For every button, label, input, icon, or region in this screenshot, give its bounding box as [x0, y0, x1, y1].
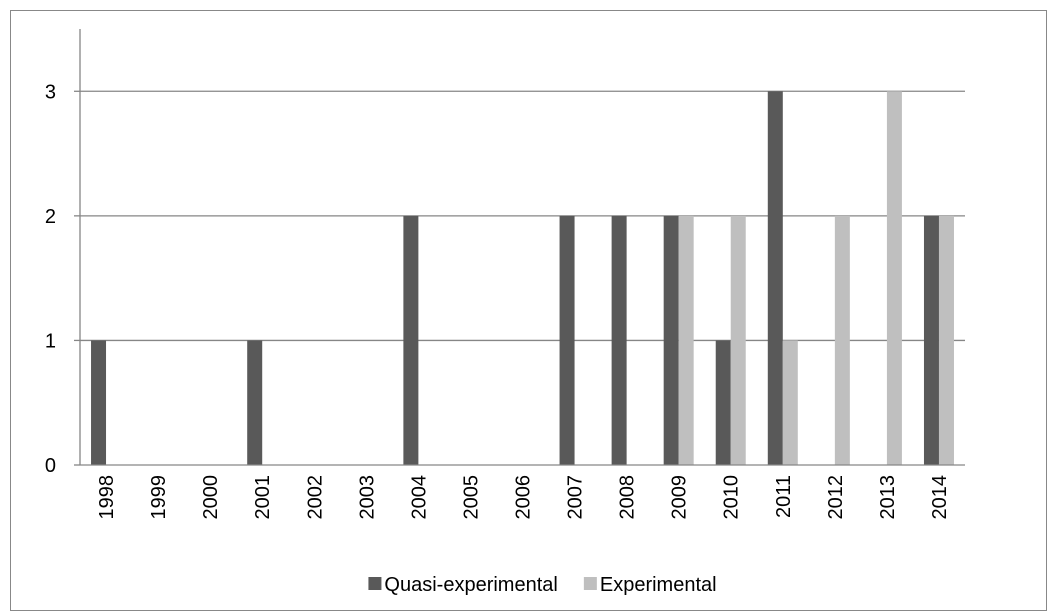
x-tick-label: 2008: [617, 475, 639, 520]
x-tick-label: 2002: [304, 475, 326, 520]
y-tick-label: 1: [45, 330, 56, 352]
y-tick-label: 3: [45, 81, 56, 103]
legend-swatch: [368, 577, 382, 590]
x-tick-label: 2013: [877, 475, 899, 520]
bar: [715, 340, 731, 465]
bar: [834, 215, 850, 465]
legend-swatch: [583, 577, 597, 590]
x-tick-label: 2004: [408, 475, 430, 520]
bar: [559, 215, 575, 465]
x-tick-label: 2007: [565, 475, 587, 520]
bar: [923, 215, 939, 465]
x-tick-label: 2011: [773, 475, 795, 518]
bar: [938, 215, 954, 465]
bar: [91, 340, 107, 465]
x-tick-label: 2000: [200, 475, 222, 520]
x-tick-label: 2006: [513, 475, 535, 520]
x-tick-label: 2003: [356, 475, 378, 520]
y-tick-label: 0: [45, 455, 56, 477]
legend-label: Quasi-experimental: [384, 574, 557, 596]
x-tick-label: 2012: [825, 475, 847, 520]
x-tick-label: 2014: [929, 475, 951, 520]
x-tick-label: 2009: [669, 475, 691, 520]
bar: [678, 215, 694, 465]
bar: [611, 215, 627, 465]
legend-item: Experimental: [583, 574, 717, 596]
bar: [886, 91, 902, 466]
x-tick-label: 2010: [721, 475, 743, 520]
bar: [663, 215, 679, 465]
bar: [782, 340, 798, 465]
x-tick-label: 1999: [148, 475, 170, 520]
legend-label: Experimental: [600, 574, 717, 596]
chart-frame: [10, 10, 1047, 611]
x-tick-label: 1998: [96, 475, 118, 520]
bar: [730, 215, 746, 465]
bar: [767, 91, 783, 466]
y-tick-label: 2: [45, 206, 56, 228]
legend: Quasi-experimental Experimental: [368, 574, 717, 596]
x-tick-label: 2001: [252, 475, 274, 520]
x-tick-label: 2005: [460, 475, 482, 520]
legend-item: Quasi-experimental: [368, 574, 558, 596]
bar: [403, 215, 419, 465]
bar: [247, 340, 263, 465]
